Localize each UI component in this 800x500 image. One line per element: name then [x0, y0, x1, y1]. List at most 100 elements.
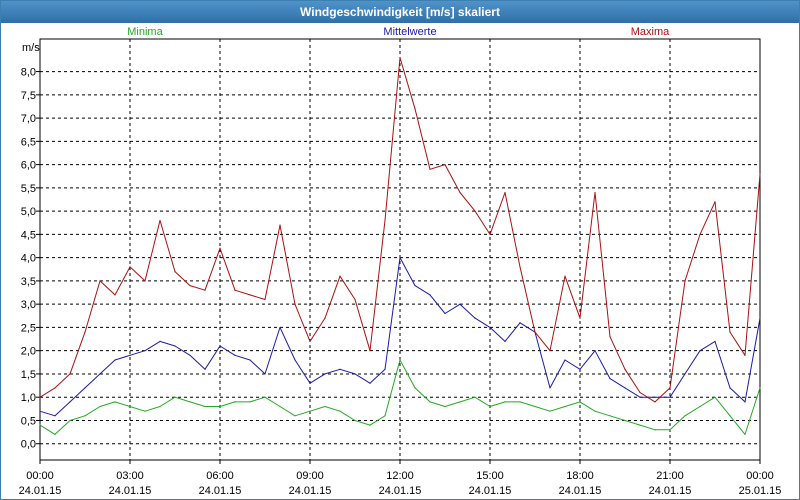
data-point-maxima: [84, 331, 86, 333]
data-point-maxima: [699, 233, 701, 235]
data-point-minima: [444, 405, 446, 408]
data-point-minima: [369, 424, 371, 426]
x-tick-date: 24.01.15: [109, 485, 152, 497]
data-point-mittelwerte: [609, 377, 611, 380]
data-point-maxima: [369, 350, 371, 352]
data-point-minima: [684, 415, 686, 417]
x-axis: 00:00 24.01.15 03:00 24.01.15 06:00 24.01.15 0…: [19, 460, 782, 497]
data-point-maxima: [294, 303, 296, 305]
data-point-maxima: [144, 280, 146, 282]
data-point-minima: [159, 405, 161, 408]
y-tick-label: 2,0: [21, 346, 36, 358]
data-point-mittelwerte: [579, 368, 581, 370]
legend-entry-minima: Minima: [127, 26, 163, 38]
y-tick-label: 0,0: [21, 439, 36, 451]
y-tick-label: 1,5: [21, 369, 36, 381]
data-point-minima: [189, 401, 191, 403]
data-point-minima: [459, 401, 461, 403]
data-point-minima: [564, 405, 566, 408]
data-point-minima: [249, 401, 251, 403]
data-point-minima: [504, 401, 506, 403]
data-point-minima: [474, 396, 476, 398]
data-point-minima: [489, 405, 491, 408]
data-point-maxima: [279, 224, 281, 226]
x-tick-time: 21:00: [656, 470, 684, 482]
data-point-maxima: [579, 317, 581, 319]
y-tick-label: 5,0: [21, 206, 36, 218]
x-tick-date: 25.01.15: [739, 485, 782, 497]
y-axis: 0,0 0,5 1,0 1,5 2,0 2,5 3,0 3,5 4,0 4,5 5,0 5,5 6,0 6…: [21, 67, 40, 451]
data-point-maxima: [504, 191, 506, 194]
data-point-mittelwerte: [114, 359, 116, 361]
data-point-maxima: [459, 191, 461, 194]
data-point-minima: [429, 401, 431, 403]
data-point-mittelwerte: [384, 368, 386, 370]
data-point-minima: [309, 410, 311, 412]
data-point-maxima: [594, 191, 596, 194]
data-point-maxima: [219, 247, 221, 249]
data-point-mittelwerte: [549, 387, 551, 389]
x-tick-time: 18:00: [566, 470, 594, 482]
data-point-mittelwerte: [294, 359, 296, 361]
data-point-mittelwerte: [204, 368, 206, 370]
y-tick-label: 7,0: [21, 113, 36, 125]
data-point-maxima: [714, 201, 716, 203]
data-point-maxima: [69, 373, 71, 375]
data-point-mittelwerte: [699, 350, 701, 352]
data-point-mittelwerte: [444, 312, 446, 315]
data-point-minima: [114, 401, 116, 403]
data-point-minima: [39, 424, 41, 426]
x-tick-date: 24.01.15: [469, 485, 512, 497]
data-point-maxima: [249, 294, 251, 296]
data-point-maxima: [159, 219, 161, 222]
data-point-minima: [384, 415, 386, 417]
data-point-maxima: [609, 336, 611, 338]
data-point-mittelwerte: [234, 354, 236, 356]
data-point-minima: [519, 401, 521, 403]
data-point-minima: [339, 410, 341, 412]
data-point-maxima: [339, 275, 341, 277]
data-point-mittelwerte: [519, 322, 521, 324]
data-point-mittelwerte: [189, 354, 191, 356]
data-point-minima: [714, 396, 716, 398]
x-tick-date: 24.01.15: [199, 485, 242, 497]
data-point-minima: [69, 419, 71, 422]
data-point-minima: [729, 415, 731, 417]
data-point-mittelwerte: [84, 387, 86, 389]
x-tick-time: 12:00: [386, 470, 414, 482]
data-point-minima: [234, 401, 236, 403]
data-point-minima: [54, 433, 56, 436]
data-point-mittelwerte: [39, 410, 41, 412]
data-point-maxima: [669, 387, 671, 389]
y-tick-label: 2,5: [21, 322, 36, 334]
data-point-mittelwerte: [429, 294, 431, 296]
data-point-minima: [219, 405, 221, 408]
data-point-maxima: [549, 350, 551, 352]
data-point-maxima: [129, 266, 131, 268]
data-point-mittelwerte: [714, 340, 716, 342]
data-point-minima: [99, 405, 101, 408]
data-point-maxima: [744, 354, 746, 356]
x-tick-time: 06:00: [206, 470, 234, 482]
data-point-maxima: [414, 108, 416, 110]
data-point-mittelwerte: [159, 340, 161, 342]
data-point-mittelwerte: [279, 326, 281, 329]
data-point-mittelwerte: [144, 350, 146, 352]
x-tick-time: 00:00: [26, 470, 54, 482]
y-tick-label: 8,0: [21, 67, 36, 79]
data-point-maxima: [384, 219, 386, 222]
y-tick-label: 4,5: [21, 229, 36, 241]
y-tick-label: 6,5: [21, 136, 36, 148]
data-point-maxima: [309, 340, 311, 342]
data-point-minima: [654, 429, 656, 431]
series-group: [39, 57, 761, 436]
data-point-maxima: [624, 368, 626, 370]
data-point-minima: [174, 396, 176, 398]
data-point-minima: [129, 405, 131, 408]
data-point-minima: [639, 424, 641, 426]
data-point-maxima: [399, 57, 401, 59]
x-tick-date: 24.01.15: [559, 485, 602, 497]
data-point-maxima: [189, 284, 191, 287]
data-point-maxima: [444, 164, 446, 166]
